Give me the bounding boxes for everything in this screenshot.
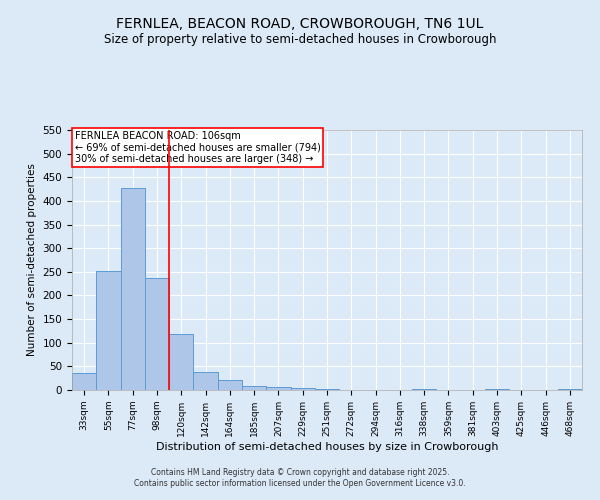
Bar: [558, 388, 582, 390]
Bar: [72, 372, 96, 390]
Bar: [242, 386, 266, 390]
Text: Size of property relative to semi-detached houses in Crowborough: Size of property relative to semi-detach…: [104, 32, 496, 46]
X-axis label: Distribution of semi-detached houses by size in Crowborough: Distribution of semi-detached houses by …: [156, 442, 498, 452]
Bar: [412, 389, 436, 390]
Text: Contains HM Land Registry data © Crown copyright and database right 2025.
Contai: Contains HM Land Registry data © Crown c…: [134, 468, 466, 487]
Text: FERNLEA BEACON ROAD: 106sqm
← 69% of semi-detached houses are smaller (794)
30% : FERNLEA BEACON ROAD: 106sqm ← 69% of sem…: [74, 132, 320, 164]
Bar: [96, 272, 121, 390]
Bar: [169, 334, 193, 390]
Y-axis label: Number of semi-detached properties: Number of semi-detached properties: [27, 164, 37, 356]
Bar: [290, 388, 315, 390]
Bar: [485, 388, 509, 390]
Bar: [218, 380, 242, 390]
Bar: [315, 388, 339, 390]
Text: FERNLEA, BEACON ROAD, CROWBOROUGH, TN6 1UL: FERNLEA, BEACON ROAD, CROWBOROUGH, TN6 1…: [116, 18, 484, 32]
Bar: [193, 372, 218, 390]
Bar: [266, 386, 290, 390]
Bar: [121, 188, 145, 390]
Bar: [145, 278, 169, 390]
